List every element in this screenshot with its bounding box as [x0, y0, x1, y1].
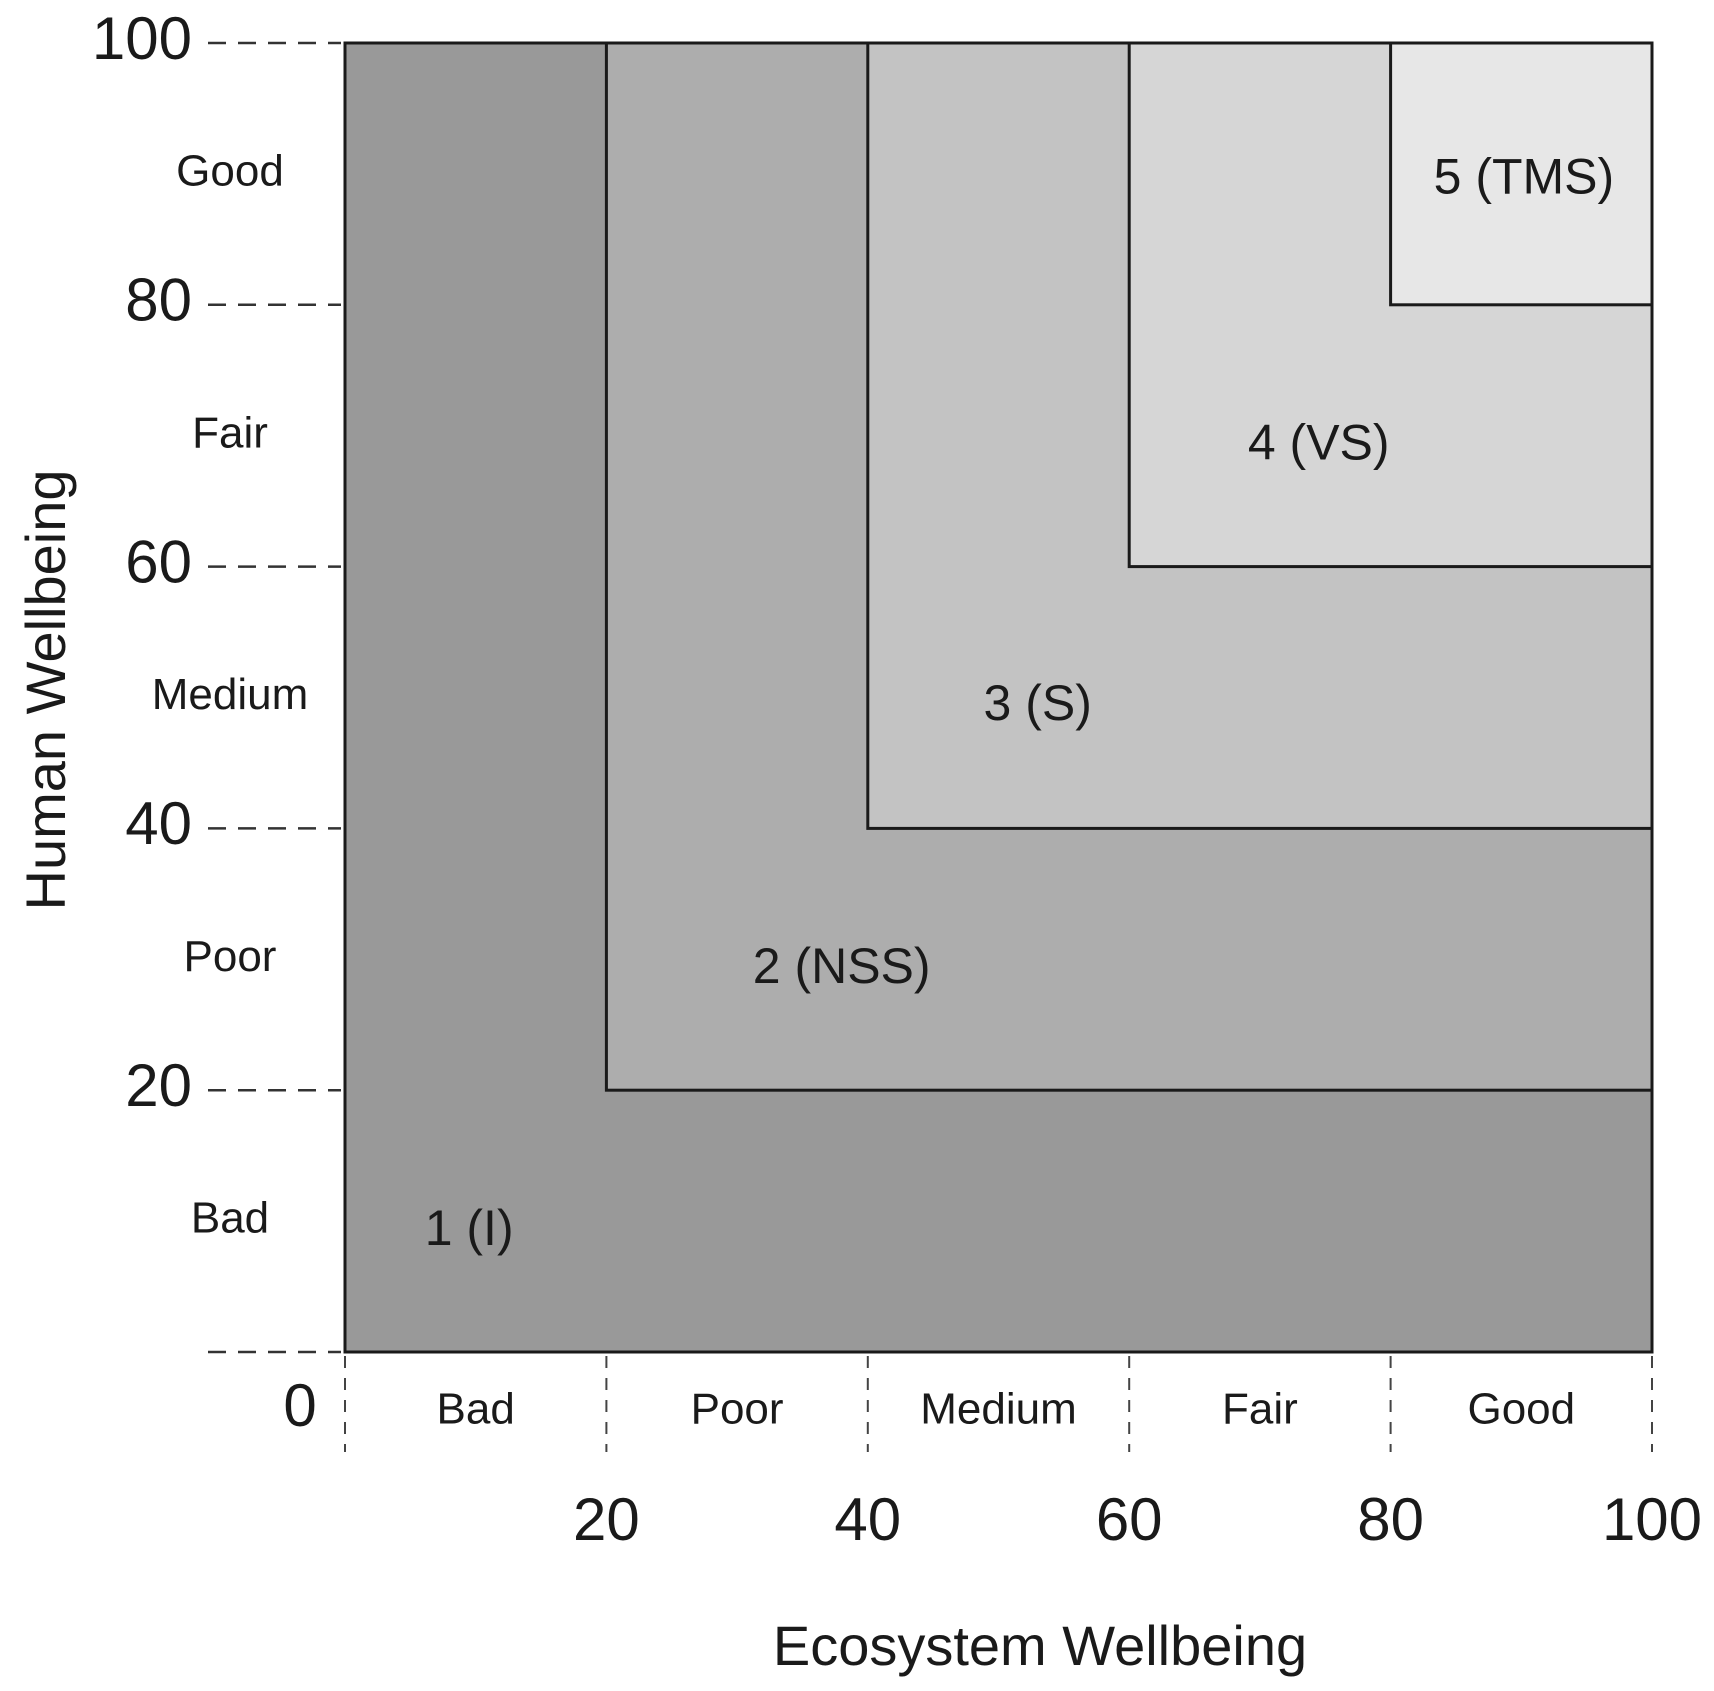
x-band-label-poor: Poor [691, 1385, 784, 1434]
x-tick-label-100: 100 [1602, 1486, 1702, 1553]
y-axis-title: Human Wellbeing [14, 470, 77, 911]
x-band-label-fair: Fair [1222, 1385, 1298, 1434]
x-tick-label-40: 40 [834, 1486, 901, 1553]
y-axis: 20 40 60 80 100 Bad Poor Medium Fair Good [92, 5, 341, 1354]
y-tick-label-40: 40 [125, 790, 192, 857]
x-band-label-bad: Bad [437, 1385, 515, 1434]
y-tick-label-100: 100 [92, 5, 192, 72]
zone-label-2: 2 (NSS) [753, 938, 931, 994]
zone-labels-layer: 1 (I) 2 (NSS) 3 (S) 4 (VS) 5 (TMS) [425, 149, 1614, 1256]
y-band-label-bad: Bad [191, 1194, 269, 1243]
zone-label-5: 5 (TMS) [1434, 149, 1615, 205]
y-tick-label-20: 20 [125, 1052, 192, 1119]
zones-layer [343, 41, 1654, 1354]
x-band-label-medium: Medium [920, 1385, 1077, 1434]
y-tick-label-80: 80 [125, 267, 192, 334]
x-band-label-good: Good [1467, 1385, 1575, 1434]
origin-label: 0 [283, 1372, 316, 1439]
zone-5-rect [1389, 41, 1654, 307]
y-band-label-poor: Poor [184, 932, 277, 981]
x-tick-label-80: 80 [1357, 1486, 1424, 1553]
y-tick-label-60: 60 [125, 528, 192, 595]
y-band-label-fair: Fair [192, 408, 268, 457]
zone-label-4: 4 (VS) [1248, 414, 1390, 470]
x-tick-label-60: 60 [1096, 1486, 1163, 1553]
x-tick-label-20: 20 [573, 1486, 640, 1553]
zone-label-1: 1 (I) [425, 1200, 514, 1256]
zone-label-3: 3 (S) [984, 675, 1092, 731]
x-axis-title: Ecosystem Wellbeing [773, 1614, 1307, 1677]
y-band-label-medium: Medium [152, 670, 309, 719]
y-band-label-good: Good [176, 147, 284, 196]
x-axis: Bad Poor Medium Fair Good 20 40 60 80 100 0 [283, 1356, 1702, 1553]
